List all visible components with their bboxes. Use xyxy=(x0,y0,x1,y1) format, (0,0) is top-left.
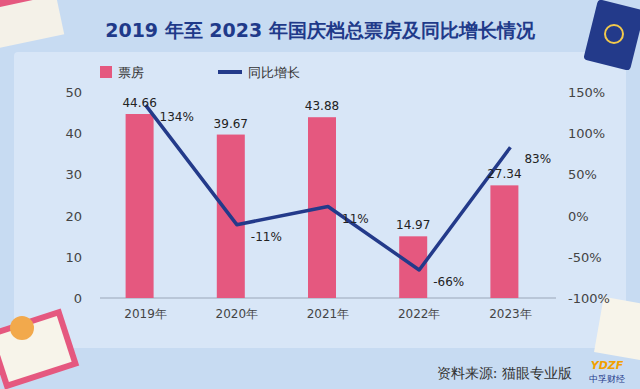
line-data-label: -11% xyxy=(251,230,282,244)
line xyxy=(146,105,511,270)
x-tick-label: 2021年 xyxy=(307,307,350,321)
bar xyxy=(126,114,154,298)
decoration xyxy=(594,297,640,361)
source: 资料来源: 猫眼专业版 xyxy=(437,365,572,381)
y2-tick-label: 150% xyxy=(568,85,605,100)
y2-tick-label: 100% xyxy=(568,126,605,141)
panel xyxy=(14,52,626,348)
y-tick-label: 0 xyxy=(74,291,82,306)
y2-tick-label: 0% xyxy=(568,209,589,224)
decoration xyxy=(0,316,72,382)
decoration xyxy=(0,0,56,10)
legend: 票房 同比增长 xyxy=(100,65,300,80)
bar-data-label: 14.97 xyxy=(396,218,430,232)
line-data-label: 134% xyxy=(160,110,194,124)
y2-tick-label: -50% xyxy=(568,250,602,265)
bar-data-label: 39.67 xyxy=(214,117,248,131)
axes: 0 10 20 30 40 50 -100% -50% 0% 50% 100% 150% 2019年 20… xyxy=(65,85,609,321)
decoration xyxy=(605,25,623,43)
bar xyxy=(490,185,518,298)
x-tick-label: 2020年 xyxy=(216,307,259,321)
y2-tick-label: -100% xyxy=(568,291,610,306)
bar-data-label: 44.66 xyxy=(122,96,156,110)
decoration xyxy=(0,308,79,389)
y-tick-label: 10 xyxy=(65,250,82,265)
bar-data-label: 43.88 xyxy=(305,99,339,113)
bar-data-label: 27.34 xyxy=(487,167,521,181)
y2-tick-label: 50% xyxy=(568,167,597,182)
y-tick-label: 40 xyxy=(65,126,82,141)
title: 2019 年至 2023 年国庆档总票房及同比增长情况 xyxy=(105,19,536,41)
y-tick-label: 50 xyxy=(65,85,82,100)
legend-label: 票房 xyxy=(118,65,144,80)
line-data-label: -66% xyxy=(433,275,464,289)
legend-swatch xyxy=(100,66,112,78)
background xyxy=(0,0,640,389)
logo-text: 中孚财经 xyxy=(589,374,625,384)
legend-label: 同比增长 xyxy=(248,65,300,80)
legend-swatch xyxy=(218,70,242,74)
x-tick-label: 2019年 xyxy=(124,307,167,321)
y-tick-label: 20 xyxy=(65,209,82,224)
x-tick-label: 2022年 xyxy=(398,307,441,321)
chart: 2019 年至 2023 年国庆档总票房及同比增长情况票房 同比增长 0 10 20 30… xyxy=(0,0,640,389)
decoration xyxy=(10,316,34,340)
decoration xyxy=(583,0,640,71)
y-tick-label: 30 xyxy=(65,167,82,182)
logo: YDZF xyxy=(591,359,624,372)
line-data-label: 83% xyxy=(524,152,551,166)
x-tick-label: 2023年 xyxy=(489,307,532,321)
decoration xyxy=(0,0,64,49)
marks xyxy=(126,105,519,298)
data-labels: 44.66 39.67 43.88 14.97 27.34 134% -11% 11% -66%… xyxy=(122,96,551,289)
line-data-label: 11% xyxy=(342,212,369,226)
